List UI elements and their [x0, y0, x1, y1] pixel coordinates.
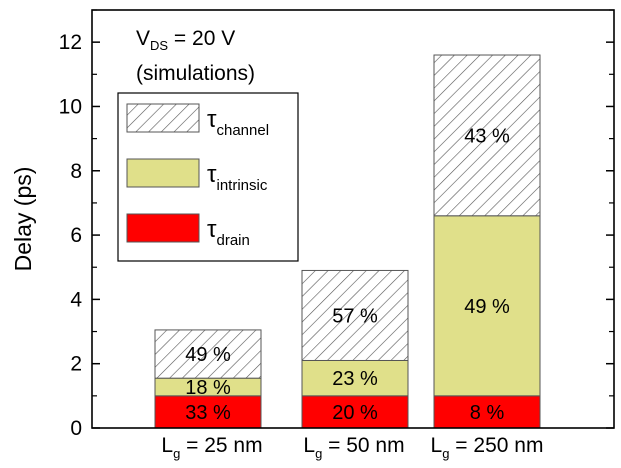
bar-label-channel-1: 49 % [185, 344, 231, 366]
x-tick-label: Lg = 25 nm [161, 434, 262, 461]
bar-label-intrinsic-2: 23 % [332, 368, 378, 390]
bars-layer [154, 54, 541, 429]
legend-swatch-intrinsic [126, 158, 200, 188]
legend-label-intrinsic: τintrinsic [207, 161, 268, 194]
bar-channel-1 [154, 329, 262, 379]
y-tick-label: 2 [70, 353, 82, 376]
y-tick-label: 6 [70, 224, 82, 247]
legend-label-drain: τdrain [207, 216, 250, 249]
y-tick-label: 4 [70, 288, 82, 311]
bar-channel-2 [301, 269, 409, 361]
bar-label-intrinsic-1: 18 % [185, 377, 231, 399]
y-tick-label: 0 [70, 417, 82, 440]
y-axis-label: Delay (ps) [10, 167, 36, 272]
bar-label-intrinsic-3: 49 % [464, 296, 510, 318]
bar-label-channel-3: 43 % [464, 125, 510, 147]
x-tick-label: Lg = 250 nm [431, 434, 544, 461]
plot-frame [91, 9, 615, 429]
bar-labels-layer: 33 % 18 % 49 % 20 % 23 % 57 % 8 % 49 % 43 % [185, 125, 510, 424]
y-tick-label: 12 [59, 31, 82, 54]
annotation: VDS = 20 V (simulations) [136, 27, 255, 85]
legend-swatch-drain [126, 213, 200, 243]
bar-label-drain-1: 33 % [185, 402, 231, 424]
annotation-line2: (simulations) [136, 62, 255, 85]
bar-channel-3 [433, 54, 541, 217]
annotation-line1: VDS = 20 V [136, 27, 235, 53]
y-tick-label: 8 [70, 160, 82, 183]
bar-intrinsic-3 [433, 215, 541, 397]
bar-label-drain-3: 8 % [470, 402, 505, 424]
bar-label-drain-2: 20 % [332, 402, 378, 424]
bar-label-channel-2: 57 % [332, 305, 378, 327]
legend: τchannel τintrinsic τdrain [117, 92, 299, 262]
legend-swatch-channel [126, 103, 200, 133]
bar-drain-1 [154, 395, 262, 429]
bar-intrinsic-2 [301, 359, 409, 397]
bar-drain-2 [301, 395, 409, 429]
legend-label-channel: τchannel [207, 106, 269, 139]
axis-layer: 0 2 4 6 8 10 12 Delay (ps) Lg = 25 nm Lg = 50 nm L… [10, 9, 614, 461]
y-tick-label: 10 [59, 95, 82, 118]
x-tick-label: Lg = 50 nm [303, 434, 404, 461]
